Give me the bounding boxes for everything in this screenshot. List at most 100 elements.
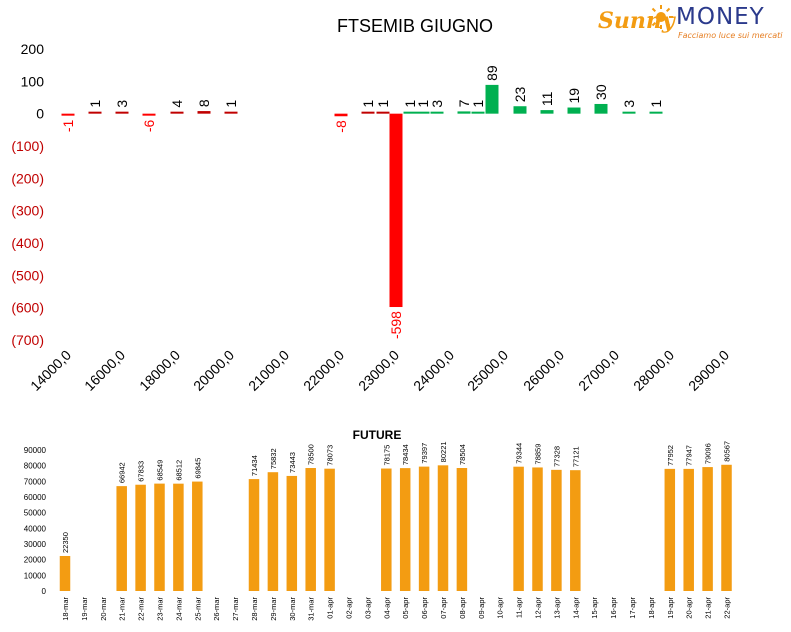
bar — [116, 486, 127, 591]
bar — [540, 110, 554, 114]
y-tick-label: (200) — [11, 170, 44, 186]
x-tick-label: 22-apr — [723, 597, 732, 619]
data-label: 1 — [87, 100, 103, 108]
sun-icon — [649, 5, 673, 29]
x-tick-label: 26-mar — [212, 597, 221, 621]
x-tick-label: 17-apr — [628, 597, 637, 619]
data-label: 80221 — [439, 441, 448, 462]
x-tick-label: 04-apr — [382, 597, 391, 619]
x-tick-label: 28-mar — [250, 597, 259, 621]
data-label: 78434 — [401, 444, 410, 465]
bar — [173, 483, 184, 591]
y-tick-label: 100 — [21, 73, 45, 89]
y-tick-label: 200 — [21, 41, 45, 57]
data-label: 8 — [196, 99, 212, 107]
bar-series: 22350 66942 67833 68549 68512 69845 71434 75832… — [59, 441, 732, 591]
x-axis-ticks: 14000,0 16000,0 18000,0 20000,0 21000,0 22000… — [27, 347, 732, 394]
y-tick-label: 30000 — [24, 540, 47, 549]
x-tick-label: 05-apr — [401, 597, 410, 619]
y-axis-ticks: 90000 80000 70000 60000 50000 40000 30000 20000… — [24, 446, 47, 596]
y-tick-label: 60000 — [24, 493, 47, 502]
x-tick-label: 25-mar — [193, 597, 202, 621]
data-label: 19 — [566, 88, 582, 104]
x-tick-label: 19-apr — [666, 597, 675, 619]
data-label: 77947 — [685, 445, 694, 466]
x-tick-label: 20-mar — [99, 597, 108, 621]
bar — [224, 111, 238, 114]
bar — [430, 111, 444, 114]
data-label: 1 — [648, 100, 664, 108]
bar — [389, 113, 403, 308]
sunny-money-logo: Sunny MONEY Facciamo luce sui mercati — [598, 4, 783, 42]
data-label: 23 — [512, 86, 528, 102]
data-label: 1 — [375, 100, 391, 108]
bar — [248, 479, 260, 591]
data-label: 30 — [593, 84, 609, 100]
bar — [376, 111, 390, 114]
y-tick-label: 0 — [42, 587, 47, 596]
bar — [664, 468, 676, 591]
bar — [683, 468, 694, 591]
bar — [305, 468, 316, 591]
y-tick-label: 80000 — [24, 462, 47, 471]
y-tick-label: (500) — [11, 267, 44, 283]
x-tick-label: 11-apr — [515, 596, 524, 618]
bar — [418, 466, 430, 591]
data-label: 69845 — [193, 458, 202, 479]
data-label: 89 — [484, 65, 500, 81]
y-tick-label: (700) — [11, 332, 44, 348]
bar — [381, 468, 392, 591]
bar — [513, 466, 524, 591]
x-tick-label: 06-apr — [420, 597, 429, 619]
bar — [551, 469, 562, 591]
x-tick-label: 15-apr — [590, 597, 599, 619]
x-tick-label: 19-mar — [80, 597, 89, 621]
chart-title: FUTURE — [353, 428, 402, 442]
bar — [267, 472, 279, 591]
bar — [170, 111, 184, 114]
x-tick-label: 23-mar — [156, 597, 165, 621]
x-tick-label: 30-mar — [288, 597, 297, 621]
bar — [403, 111, 417, 114]
x-tick-label: 31-mar — [307, 597, 316, 621]
bar — [649, 111, 663, 114]
bar — [485, 84, 499, 114]
bar — [721, 464, 732, 591]
y-tick-label: (400) — [11, 235, 44, 251]
data-label: 1 — [360, 100, 376, 108]
x-tick-label: 28000,0 — [630, 347, 677, 394]
x-axis-ticks: 18-mar 19-mar 20-mar 21-mar 22-mar 23-mar 24-m… — [61, 596, 732, 620]
data-label: 3 — [621, 100, 637, 108]
bar — [594, 103, 608, 114]
y-tick-label: 70000 — [24, 477, 47, 486]
data-label: 78073 — [326, 445, 335, 466]
data-label: 78504 — [458, 444, 467, 465]
bar — [399, 468, 411, 591]
x-tick-label: 29-mar — [269, 597, 278, 621]
data-label: 68549 — [156, 460, 165, 481]
y-tick-label: (600) — [11, 300, 44, 316]
data-label: 3 — [114, 100, 130, 108]
bar — [192, 481, 203, 591]
bar — [361, 111, 375, 114]
x-tick-label: 12-apr — [534, 597, 543, 619]
future-chart: FUTURE 90000 80000 70000 60000 50000 40000 300… — [24, 428, 732, 621]
y-tick-label: (300) — [11, 203, 44, 219]
x-tick-label: 10-apr — [496, 597, 505, 619]
logo-tagline: Facciamo luce sui mercati — [678, 31, 783, 40]
x-tick-label: 09-apr — [477, 597, 486, 619]
data-label: 79344 — [515, 443, 524, 464]
x-tick-label: 27-mar — [231, 597, 240, 621]
bar — [115, 111, 129, 114]
data-label: -598 — [388, 311, 404, 339]
bar — [59, 555, 71, 591]
x-tick-label: 02-apr — [345, 597, 354, 619]
y-axis-ticks: 200 100 0 (100) (200) (300) (400) (500) (600) (70… — [11, 41, 44, 348]
bar — [622, 111, 636, 114]
y-tick-label: 90000 — [24, 446, 47, 455]
x-tick-label: 13-apr — [552, 597, 561, 619]
x-tick-label: 22000,0 — [300, 347, 347, 394]
data-label: 78175 — [382, 445, 391, 466]
data-label: 1 — [415, 100, 431, 108]
bar — [456, 468, 468, 591]
